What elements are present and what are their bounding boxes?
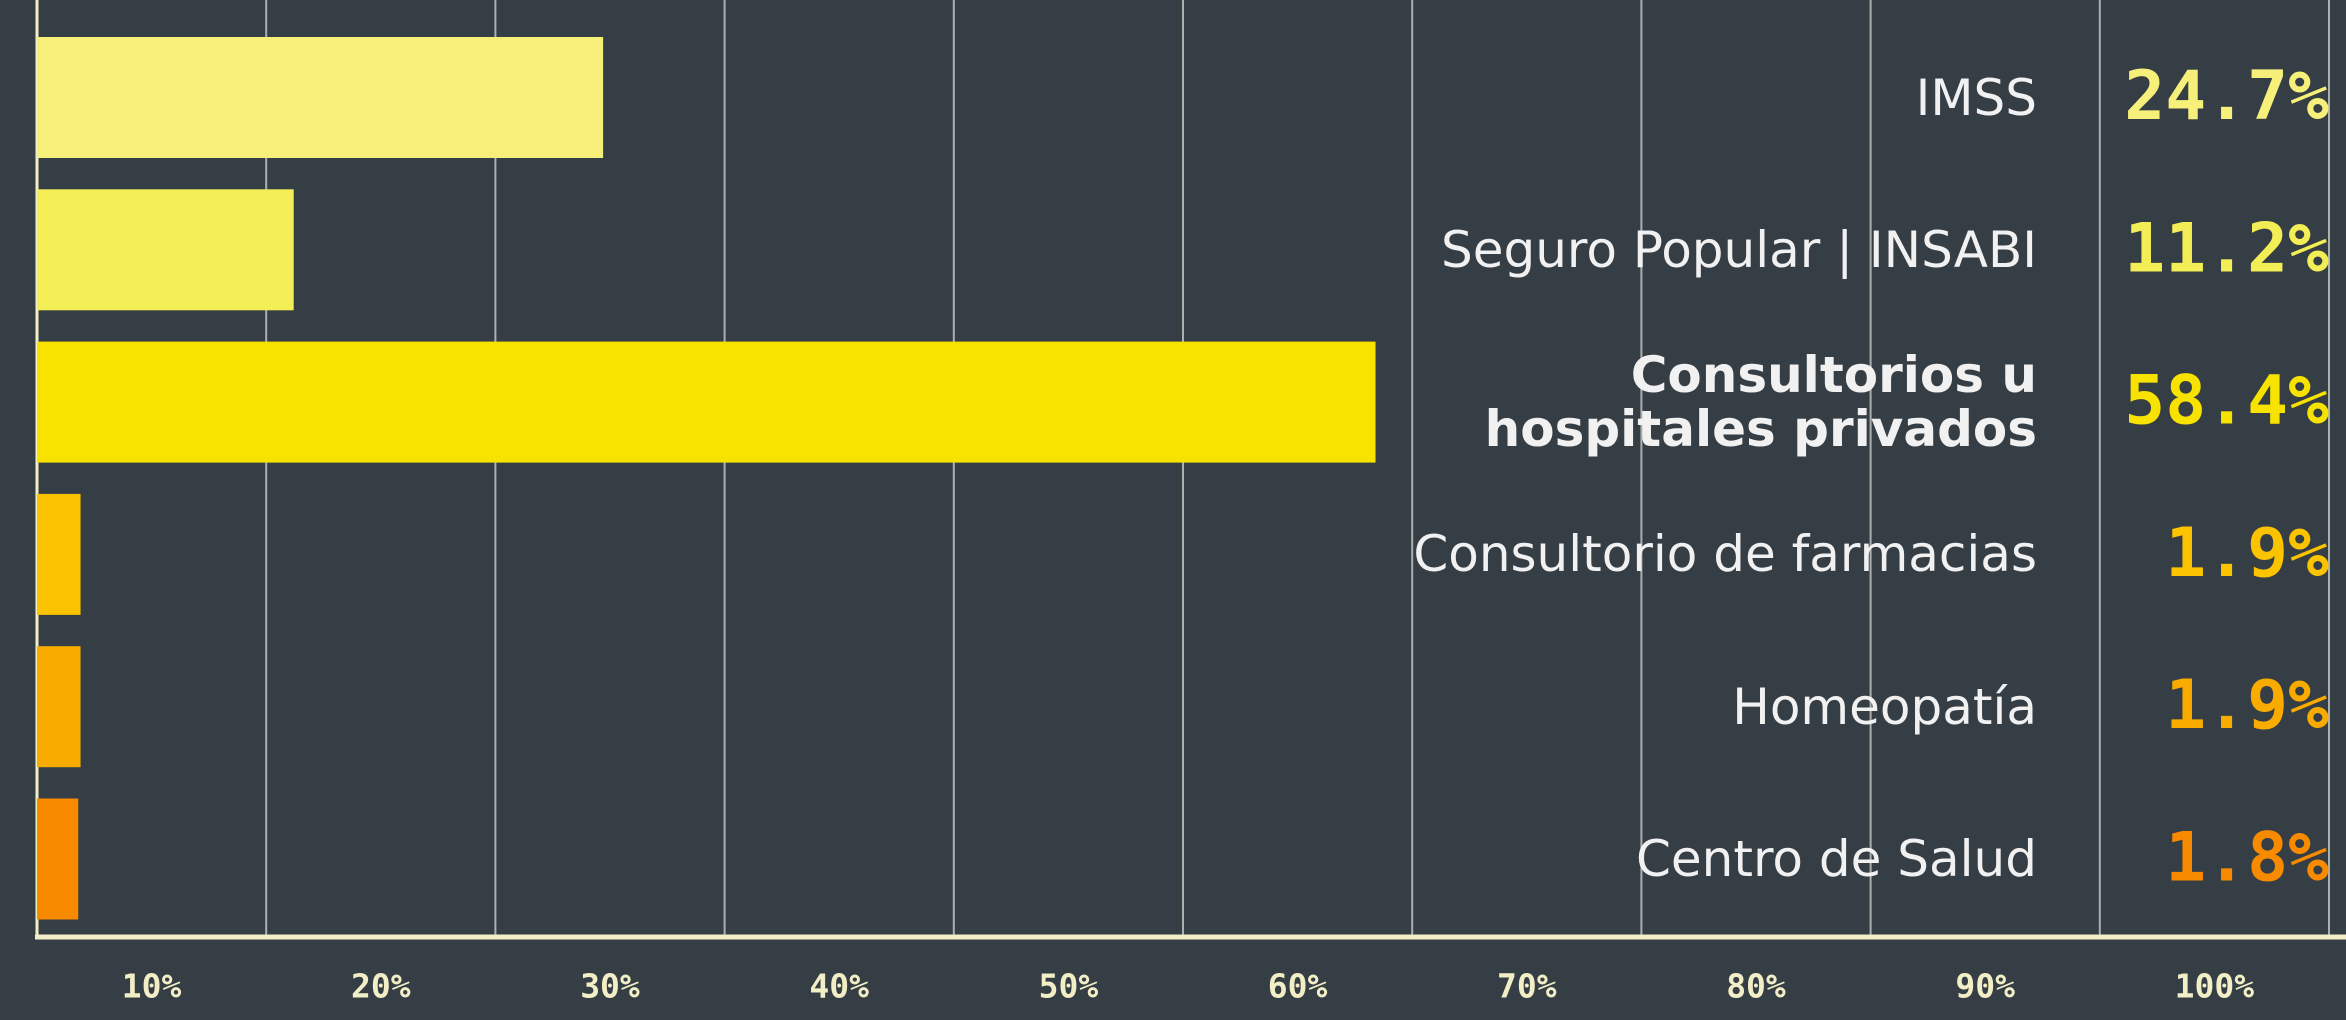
bar bbox=[37, 37, 604, 158]
x-tick-label: 70% bbox=[1497, 967, 1557, 1006]
category-label: IMSS bbox=[1915, 68, 2037, 127]
category-label: Consultorio de farmacias bbox=[1413, 525, 2037, 584]
x-tick-label: 100% bbox=[2175, 967, 2255, 1006]
x-tick-label: 10% bbox=[122, 967, 182, 1006]
bar bbox=[37, 646, 81, 768]
x-tick-label: 80% bbox=[1726, 967, 1786, 1006]
value-label: 24.7% bbox=[2124, 57, 2329, 136]
category-label: Seguro Popular | INSABI bbox=[1440, 220, 2037, 279]
bar bbox=[37, 189, 294, 311]
x-tick-label: 50% bbox=[1039, 967, 1099, 1006]
value-label: 58.4% bbox=[2124, 362, 2329, 441]
x-tick-label: 40% bbox=[809, 967, 869, 1006]
x-tick-label: 90% bbox=[1955, 967, 2015, 1006]
x-tick-label: 60% bbox=[1268, 967, 1328, 1006]
bar bbox=[37, 341, 1376, 463]
category-label: Centro de Salud bbox=[1635, 830, 2037, 888]
value-label: 1.8% bbox=[2165, 819, 2329, 898]
bar bbox=[37, 798, 79, 920]
x-tick-label: 20% bbox=[351, 967, 411, 1006]
value-label: 11.2% bbox=[2124, 209, 2329, 288]
value-label: 1.9% bbox=[2165, 666, 2329, 745]
category-label: Consultorios u hospitales privados bbox=[1484, 346, 2037, 459]
bar bbox=[37, 493, 81, 615]
x-tick-label: 30% bbox=[580, 967, 640, 1006]
category-label: Homeopatía bbox=[1732, 677, 2037, 736]
value-label: 1.9% bbox=[2165, 514, 2329, 593]
